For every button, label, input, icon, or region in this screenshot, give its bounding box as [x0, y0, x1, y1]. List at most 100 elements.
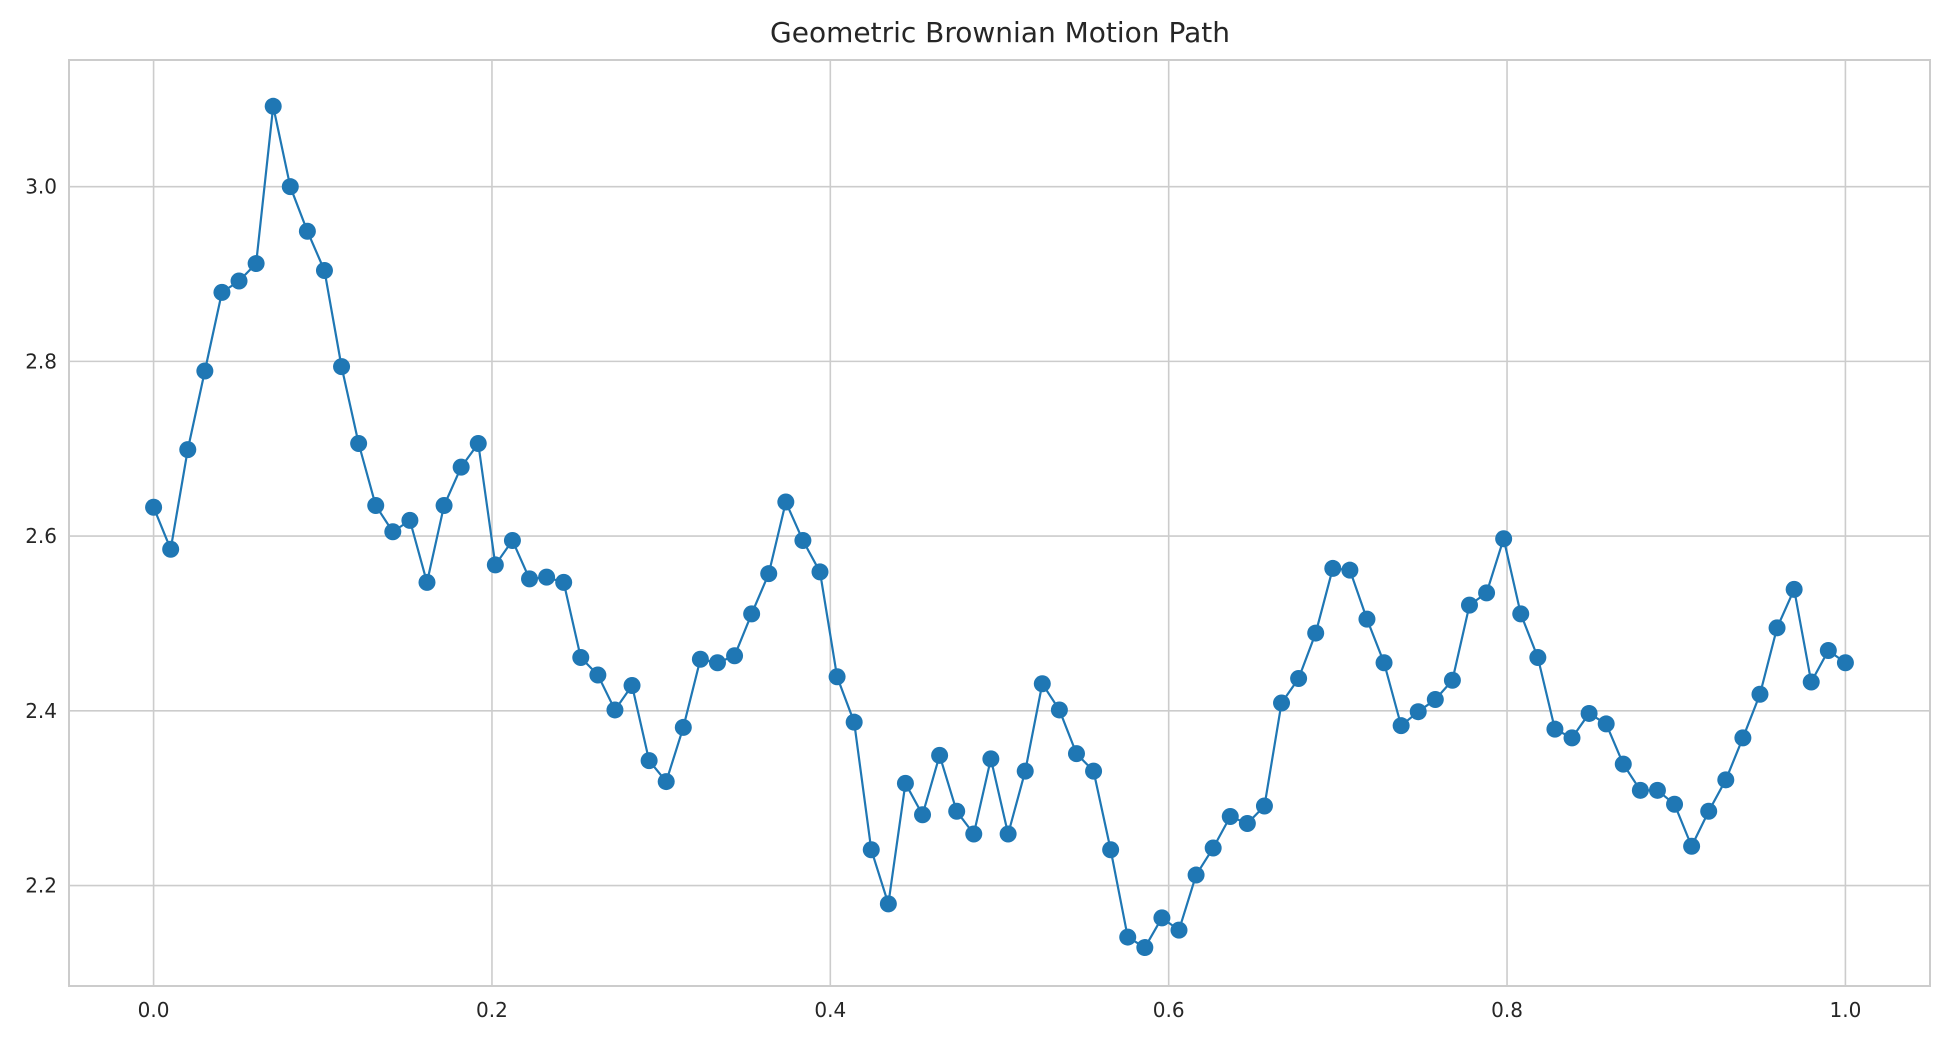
x-tick-label: 0.8: [1491, 998, 1523, 1022]
data-point: [367, 497, 385, 515]
grid: [69, 60, 1930, 986]
data-point: [1443, 671, 1461, 689]
data-point: [1221, 808, 1239, 826]
data-point: [640, 752, 658, 770]
data-point: [247, 255, 265, 273]
data-point: [1580, 704, 1598, 722]
data-point: [1563, 729, 1581, 747]
data-point: [828, 668, 846, 686]
data-point: [1648, 781, 1666, 799]
data-point: [589, 666, 607, 684]
data-point: [162, 540, 180, 558]
y-tick-label: 3.0: [25, 175, 57, 199]
data-point: [213, 283, 231, 301]
y-tick-label: 2.6: [25, 524, 57, 548]
data-point: [521, 570, 539, 588]
data-point: [1375, 654, 1393, 672]
data-point: [1666, 795, 1684, 813]
data-point: [708, 654, 726, 672]
data-point: [1290, 670, 1308, 687]
data-point: [1204, 839, 1222, 857]
data-point: [1512, 605, 1530, 623]
data-point: [1734, 729, 1752, 747]
data-point: [1631, 781, 1649, 799]
data-point: [230, 272, 248, 290]
chart-title: Geometric Brownian Motion Path: [770, 16, 1230, 49]
data-point: [1409, 703, 1427, 721]
data-point: [948, 802, 966, 820]
series-layer: [145, 97, 1854, 957]
plot-frame: [68, 59, 1931, 987]
data-point: [1478, 584, 1496, 602]
data-point: [1102, 841, 1120, 859]
data-point: [572, 649, 590, 667]
data-point: [486, 556, 504, 574]
data-point: [1802, 673, 1820, 691]
data-point: [1392, 717, 1410, 735]
data-point: [1717, 771, 1735, 789]
data-point: [606, 701, 624, 719]
data-point: [179, 441, 197, 459]
x-tick-label: 1.0: [1830, 998, 1862, 1022]
data-point: [691, 650, 709, 668]
data-point: [1836, 654, 1854, 672]
data-point: [1683, 837, 1701, 855]
data-point: [862, 841, 880, 859]
y-tick-label: 2.4: [25, 699, 57, 723]
data-point: [1170, 921, 1188, 939]
y-tick-label: 2.8: [25, 349, 57, 373]
data-point: [879, 895, 897, 913]
data-point: [623, 676, 641, 694]
data-point: [1033, 675, 1051, 693]
data-point: [350, 435, 368, 452]
data-point: [315, 262, 333, 280]
data-point: [931, 746, 949, 764]
data-point: [196, 362, 214, 380]
data-point: [1136, 939, 1154, 957]
data-point: [1153, 909, 1171, 927]
data-point: [657, 773, 675, 791]
data-point: [145, 498, 163, 516]
data-point: [1358, 610, 1376, 628]
data-point: [1324, 559, 1342, 577]
data-point: [452, 458, 470, 476]
data-point: [401, 511, 419, 529]
data-point: [1700, 802, 1718, 820]
x-tick-label: 0.4: [814, 998, 846, 1022]
data-point: [1273, 694, 1291, 712]
data-point: [726, 647, 744, 665]
data-point: [1119, 928, 1137, 946]
data-point: [538, 568, 556, 586]
data-point: [674, 718, 692, 736]
data-point: [1067, 745, 1085, 763]
data-point: [1341, 561, 1359, 579]
data-point: [1768, 619, 1786, 637]
data-point: [281, 178, 299, 196]
data-point: [1819, 642, 1837, 660]
x-tick-label: 0.0: [138, 998, 170, 1022]
x-tick-label: 0.6: [1153, 998, 1185, 1022]
tick-labels: 0.0 0.2 0.4 0.6 0.8 1.0 2.2 2.4 2.6 2.8 3.0: [25, 175, 1861, 1022]
data-point: [1751, 685, 1769, 703]
x-tick-label: 0.2: [476, 998, 508, 1022]
data-point: [1529, 649, 1547, 667]
data-point: [469, 435, 487, 452]
data-point: [1016, 762, 1034, 780]
data-point: [1187, 866, 1205, 884]
data-point: [982, 750, 1000, 768]
data-point: [264, 97, 282, 115]
series-line: [152, 105, 1847, 949]
data-point: [1597, 715, 1615, 733]
data-point: [418, 573, 436, 591]
data-point: [298, 222, 316, 240]
data-point: [1785, 580, 1803, 598]
data-point: [1546, 720, 1564, 738]
data-point: [384, 523, 402, 541]
data-point: [1460, 596, 1478, 614]
data-point: [794, 531, 812, 549]
data-point: [1050, 701, 1068, 719]
y-tick-label: 2.2: [25, 874, 57, 898]
data-point: [1307, 624, 1325, 642]
